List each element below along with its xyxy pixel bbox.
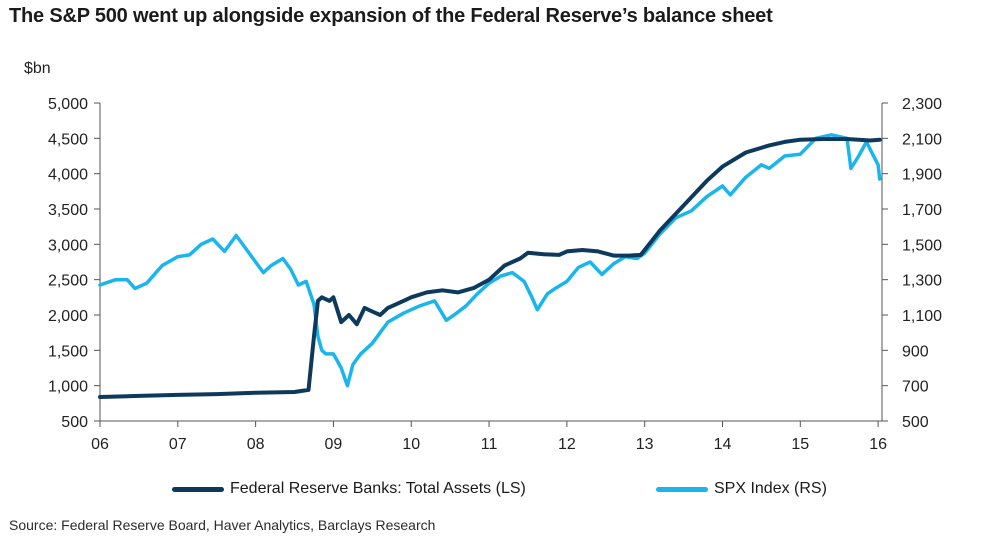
y-right-tick-label: 1,700	[902, 202, 942, 219]
y-left-tick-label: 3,000	[48, 237, 88, 254]
y-right-tick-label: 2,300	[902, 96, 942, 113]
x-tick-label: 13	[636, 436, 654, 453]
y-left-tick-label: 1,000	[48, 379, 88, 396]
legend-item-fed: Federal Reserve Banks: Total Assets (LS)	[172, 480, 526, 498]
x-tick-label: 10	[402, 436, 420, 453]
y-right-tick-label: 1,500	[902, 237, 942, 254]
y-left-tick-label: 4,500	[48, 131, 88, 148]
legend-swatch-fed	[172, 486, 224, 492]
x-tick-label: 16	[869, 436, 887, 453]
x-tick-label: 07	[169, 436, 187, 453]
chart-title: The S&P 500 went up alongside expansion …	[9, 5, 773, 27]
legend-item-spx: SPX Index (RS)	[656, 480, 827, 498]
y-right-tick-label: 1,300	[902, 273, 942, 290]
y-left-tick-label: 2,500	[48, 273, 88, 290]
x-tick-label: 12	[558, 436, 576, 453]
legend-swatch-spx	[656, 486, 708, 492]
x-tick-label: 06	[91, 436, 109, 453]
y-right-tick-label: 2,100	[902, 131, 942, 148]
y-right-tick-label: 1,900	[902, 167, 942, 184]
series-line-spx-index	[98, 133, 882, 388]
y-right-tick-label: 700	[902, 379, 929, 396]
source-note: Source: Federal Reserve Board, Haver Ana…	[9, 517, 436, 533]
x-tick-label: 09	[325, 436, 343, 453]
x-tick-label: 08	[247, 436, 265, 453]
y-axis-unit-label: $bn	[24, 60, 51, 77]
y-left-tick-label: 500	[61, 414, 88, 431]
x-tick-label: 14	[714, 436, 732, 453]
y-right-tick-label: 1,100	[902, 308, 942, 325]
x-tick-label: 15	[791, 436, 809, 453]
y-left-tick-label: 3,500	[48, 202, 88, 219]
x-tick-label: 11	[481, 436, 498, 453]
y-left-tick-label: 2,000	[48, 308, 88, 325]
y-left-tick-label: 1,500	[48, 343, 88, 360]
series-line-fed-total-assets	[98, 137, 882, 399]
legend-label-fed: Federal Reserve Banks: Total Assets (LS)	[230, 480, 526, 497]
y-left-tick-label: 4,000	[48, 167, 88, 184]
legend-label-spx: SPX Index (RS)	[714, 480, 827, 497]
y-right-tick-label: 900	[902, 343, 929, 360]
y-right-tick-label: 500	[902, 414, 929, 431]
y-left-tick-label: 5,000	[48, 96, 88, 113]
